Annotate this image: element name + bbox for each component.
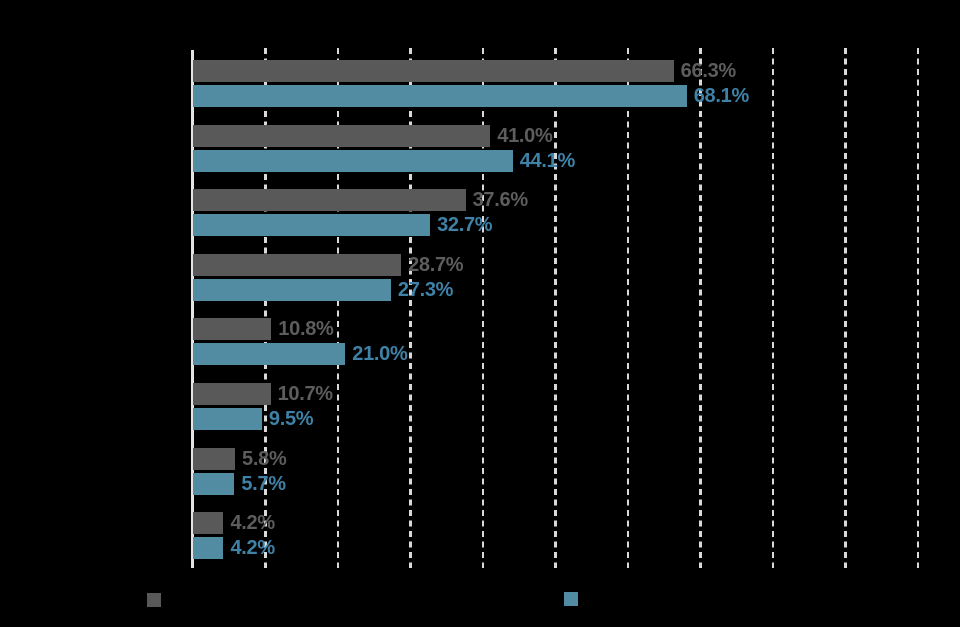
bar-value-label-series2-row8: 4.2% bbox=[230, 537, 275, 560]
bar-value-label-series2-row3: 32.7% bbox=[437, 214, 493, 237]
bar-series1-row2 bbox=[193, 124, 491, 147]
gridline-70pct bbox=[699, 48, 702, 568]
gridline-60pct bbox=[626, 48, 630, 568]
bar-value-label-series1-row8: 4.2% bbox=[230, 512, 275, 535]
bar-series2-row7 bbox=[193, 472, 235, 495]
bar-series1-row4 bbox=[193, 253, 402, 276]
bar-series2-row1 bbox=[193, 85, 687, 107]
bar-series1-row3 bbox=[193, 189, 466, 212]
bar-series1-row6 bbox=[193, 383, 271, 405]
bar-value-label-series1-row3: 37.6% bbox=[472, 189, 529, 212]
legend-swatch-series2 bbox=[564, 592, 578, 606]
bar-value-label-series2-row1: 68.1% bbox=[693, 85, 750, 107]
bar-series1-row7 bbox=[193, 447, 236, 470]
bar-value-label-series1-row5: 10.8% bbox=[278, 318, 334, 341]
bar-value-label-series2-row5: 21.0% bbox=[352, 343, 408, 366]
bar-value-label-series2-row4: 27.3% bbox=[397, 278, 454, 301]
bar-series1-row8 bbox=[193, 512, 224, 535]
gridline-10pct bbox=[264, 48, 267, 568]
gridline-30pct bbox=[409, 48, 412, 568]
bar-series1-row1 bbox=[193, 60, 674, 82]
gridline-40pct bbox=[481, 48, 485, 568]
gridline-90pct bbox=[844, 48, 847, 568]
gridline-80pct bbox=[771, 48, 775, 568]
gridline-100pct bbox=[916, 48, 920, 568]
bar-value-label-series1-row1: 66.3% bbox=[680, 60, 737, 82]
bar-value-label-series2-row2: 44.1% bbox=[519, 149, 576, 172]
bar-value-label-series2-row6: 9.5% bbox=[268, 408, 314, 430]
bar-series2-row4 bbox=[193, 278, 391, 301]
y-axis-line bbox=[191, 50, 194, 568]
bar-value-label-series2-row7: 5.7% bbox=[241, 472, 286, 495]
bar-value-label-series1-row4: 28.7% bbox=[408, 253, 464, 276]
gridline-50pct bbox=[554, 48, 557, 568]
bar-value-label-series1-row6: 10.7% bbox=[277, 383, 334, 405]
bar-series2-row2 bbox=[193, 149, 513, 172]
bar-series2-row5 bbox=[193, 343, 346, 366]
bar-series1-row5 bbox=[193, 318, 272, 341]
bar-series2-row8 bbox=[193, 537, 224, 560]
bar-value-label-series1-row2: 41.0% bbox=[497, 124, 553, 147]
bar-value-label-series1-row7: 5.8% bbox=[242, 447, 287, 470]
legend-swatch-series1 bbox=[147, 593, 161, 607]
bar-series2-row3 bbox=[193, 214, 431, 237]
bar-series2-row6 bbox=[193, 408, 262, 430]
gridline-20pct bbox=[336, 48, 340, 568]
